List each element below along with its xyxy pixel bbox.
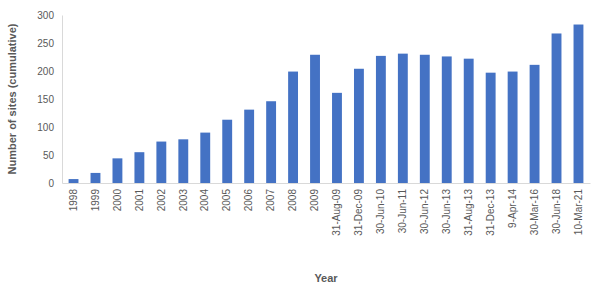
y-tick-label: 150	[37, 94, 54, 105]
y-tick: 0	[48, 178, 62, 189]
x-tick: 31-Aug-13	[463, 183, 474, 236]
y-tick: 250	[37, 38, 62, 49]
bar	[156, 142, 166, 183]
bar	[244, 110, 254, 183]
bar	[530, 65, 540, 183]
x-tick: 2008	[287, 183, 298, 211]
y-tick-label: 250	[37, 38, 54, 49]
x-tick-label: 31-Aug-09	[331, 189, 342, 236]
bar	[376, 56, 386, 183]
x-tick: 2005	[221, 183, 232, 211]
bar	[178, 139, 188, 183]
x-tick: 1998	[68, 183, 79, 211]
y-tick-label: 200	[37, 66, 54, 77]
x-tick-label: 10-Mar-21	[573, 189, 584, 236]
x-tick: 30-Jun-12	[419, 183, 430, 234]
x-tick-label: 31-Dec-09	[353, 189, 364, 236]
bar	[574, 25, 584, 183]
bar	[420, 55, 430, 183]
bar	[508, 72, 518, 183]
x-tick: 2009	[309, 183, 320, 211]
x-tick-label: 30-Jun-18	[551, 189, 562, 234]
bar	[552, 33, 562, 183]
y-tick: 150	[37, 94, 62, 105]
x-tick: 2003	[177, 183, 188, 211]
x-tick: 2002	[156, 183, 167, 211]
bar	[91, 173, 101, 183]
x-tick: 31-Aug-09	[331, 183, 342, 236]
bar	[266, 101, 276, 183]
y-axis: 0 50 100 150 200 250 300	[37, 10, 62, 189]
x-tick: 30-Jun-13	[441, 183, 452, 234]
x-tick: 2007	[265, 183, 276, 211]
x-tick-label: 2001	[134, 189, 145, 212]
bar	[69, 179, 79, 183]
x-tick-label: 30-Jun-11	[397, 189, 408, 234]
x-axis-title: Year	[314, 272, 338, 284]
bar	[310, 55, 320, 183]
x-tick-label: 30-Mar-16	[529, 189, 540, 236]
x-tick-label: 1998	[68, 189, 79, 212]
y-axis-line	[62, 16, 63, 184]
x-tick: 2006	[243, 183, 254, 211]
y-axis-title: Number of sites (cumulative)	[6, 23, 18, 174]
x-axis-line	[63, 183, 591, 184]
bar	[398, 54, 408, 183]
plot-area: 0 50 100 150 200 250 300 1998 1999 2000 2001 2002 20…	[37, 10, 590, 236]
y-tick: 200	[37, 66, 62, 77]
x-tick-label: 2000	[112, 189, 123, 212]
x-tick: 9-Apr-14	[507, 183, 518, 228]
y-tick-label: 300	[37, 10, 54, 21]
y-tick: 100	[37, 122, 62, 133]
x-tick: 10-Mar-21	[573, 183, 584, 235]
bar	[332, 93, 342, 183]
x-tick-label: 2006	[243, 189, 254, 212]
y-tick-label: 0	[48, 178, 54, 189]
bars	[69, 25, 584, 183]
x-tick: 2001	[134, 183, 145, 211]
y-tick-label: 50	[43, 150, 55, 161]
x-tick: 1999	[90, 183, 101, 211]
x-tick-label: 1999	[90, 189, 101, 212]
x-tick-label: 31-Dec-13	[485, 189, 496, 236]
bar	[112, 158, 122, 183]
x-tick-label: 30-Jun-12	[419, 189, 430, 234]
bar	[222, 120, 232, 183]
x-tick-label: 2002	[156, 189, 167, 212]
x-tick: 30-Jun-11	[397, 183, 408, 233]
x-axis: 1998 1999 2000 2001 2002 2003 2004 2005 2006 2007…	[63, 183, 591, 236]
bar	[442, 56, 452, 183]
x-tick-label: 2009	[309, 189, 320, 212]
x-tick-label: 2005	[221, 189, 232, 212]
x-tick: 31-Dec-13	[485, 183, 496, 236]
x-tick: 2000	[112, 183, 123, 211]
x-tick-label: 2003	[177, 189, 188, 212]
bar	[288, 72, 298, 183]
bar	[134, 152, 144, 183]
x-tick: 2004	[199, 183, 210, 211]
x-tick-label: 31-Aug-13	[463, 189, 474, 236]
chart: 0 50 100 150 200 250 300 1998 1999 2000 2001 2002 20…	[0, 0, 597, 290]
x-tick-label: 30-Jun-10	[375, 189, 386, 234]
x-tick-label: 2004	[199, 189, 210, 212]
bar	[486, 73, 496, 183]
x-tick-label: 30-Jun-13	[441, 189, 452, 234]
bar	[354, 69, 364, 183]
x-tick-label: 2008	[287, 189, 298, 212]
y-tick: 50	[43, 150, 62, 161]
y-tick: 300	[37, 10, 62, 21]
x-tick: 31-Dec-09	[353, 183, 364, 236]
bar	[200, 133, 210, 183]
x-tick: 30-Jun-18	[551, 183, 562, 234]
bar	[464, 59, 474, 183]
x-tick: 30-Mar-16	[529, 183, 540, 235]
x-tick-label: 2007	[265, 189, 276, 212]
x-tick-label: 9-Apr-14	[507, 189, 518, 228]
x-tick: 30-Jun-10	[375, 183, 386, 234]
y-tick-label: 100	[37, 122, 54, 133]
